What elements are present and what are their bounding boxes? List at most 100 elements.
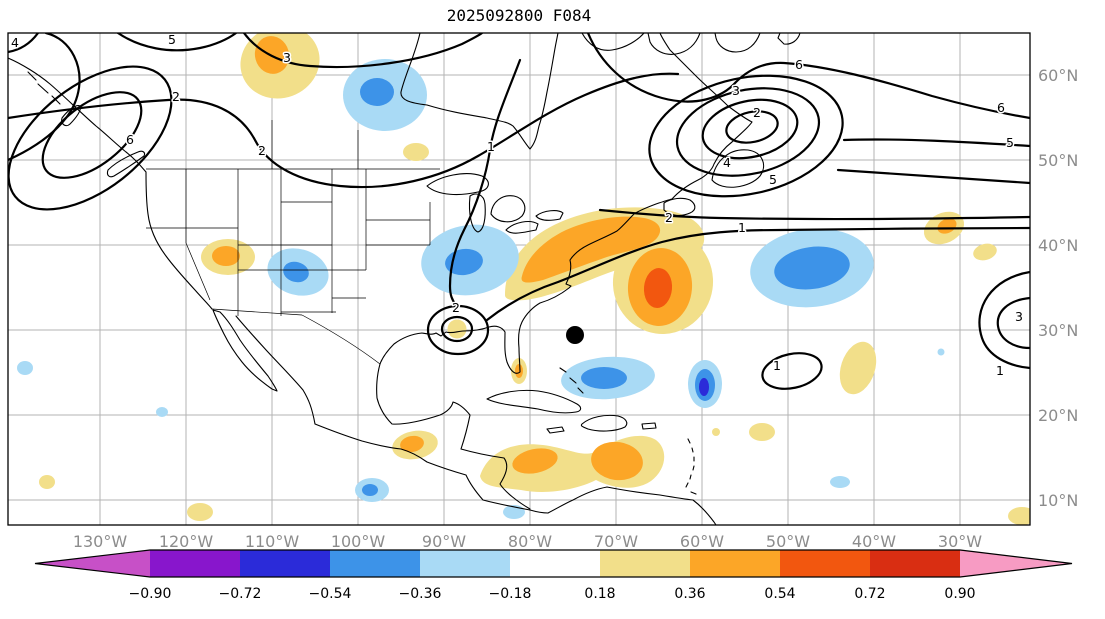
colorbar-tick-label: 0.36 bbox=[674, 586, 705, 602]
colorbar-segment bbox=[240, 550, 330, 577]
colorbar-segment bbox=[600, 550, 690, 577]
lat-tick-label: 10°N bbox=[1038, 491, 1078, 510]
lat-tick-label: 30°N bbox=[1038, 321, 1078, 340]
anomaly-region bbox=[1008, 507, 1030, 525]
anomaly-region bbox=[830, 476, 850, 488]
contour-ring bbox=[675, 87, 821, 177]
anomaly-region bbox=[839, 341, 877, 395]
colorbar-tick-label: 0.18 bbox=[584, 586, 615, 602]
lon-tick-label: 70°W bbox=[594, 532, 638, 551]
island-arctic bbox=[777, 33, 801, 45]
anomaly-region bbox=[937, 218, 957, 234]
anomaly-region bbox=[283, 261, 309, 283]
colorbar-tick-label: −0.72 bbox=[219, 586, 262, 602]
contour-label: 1 bbox=[487, 139, 495, 154]
colorbar-tick-label: −0.54 bbox=[309, 586, 352, 602]
colorbar-tick-label: 0.72 bbox=[854, 586, 885, 602]
contour-label: 6 bbox=[997, 100, 1005, 115]
contour-label: 4 bbox=[11, 35, 19, 50]
anomaly-region bbox=[774, 246, 850, 290]
anomaly-region bbox=[973, 243, 997, 261]
coast-mexico bbox=[235, 315, 549, 514]
anomaly-region bbox=[403, 143, 429, 161]
island-baffin bbox=[647, 33, 701, 55]
colorbar-segment bbox=[780, 550, 870, 577]
lat-tick-label: 50°N bbox=[1038, 151, 1078, 170]
coast-hudson-bay bbox=[400, 33, 559, 150]
contour-label: 2 bbox=[753, 105, 761, 120]
colorbar-segment bbox=[690, 550, 780, 577]
colorbar-segment bbox=[870, 550, 960, 577]
borders-vertical bbox=[185, 169, 431, 316]
lake-erie bbox=[505, 221, 539, 234]
anomaly-region bbox=[749, 423, 775, 441]
contour-ring bbox=[725, 110, 779, 144]
lon-tick-label: 120°W bbox=[159, 532, 214, 551]
lat-tick-label: 40°N bbox=[1038, 236, 1078, 255]
colorbar-tick-label: 0.90 bbox=[944, 586, 975, 602]
colorbar-tick-label: −0.18 bbox=[489, 586, 532, 602]
anomaly-region bbox=[447, 319, 467, 339]
lon-tick-label: 60°W bbox=[680, 532, 724, 551]
contour-label: 3 bbox=[1015, 309, 1023, 324]
coast-gulf-east bbox=[379, 33, 753, 374]
lake-huron bbox=[490, 195, 526, 223]
lon-tick-label: 50°W bbox=[766, 532, 810, 551]
contour-line bbox=[448, 58, 522, 307]
anomaly-region bbox=[362, 484, 378, 496]
contour-label: 3 bbox=[283, 50, 291, 65]
lon-axis-labels: 130°W 120°W 110°W 100°W 90°W 80°W 70°W 60°W 50°W… bbox=[73, 532, 982, 551]
coast-pacific bbox=[8, 57, 213, 310]
lat-tick-label: 60°N bbox=[1038, 66, 1078, 85]
colorbar-segment bbox=[150, 550, 240, 577]
lon-tick-label: 90°W bbox=[422, 532, 466, 551]
lat-axis-labels: 60°N 50°N 40°N 30°N 20°N 10°N bbox=[1038, 66, 1078, 510]
anomaly-region bbox=[360, 78, 394, 106]
contour-line bbox=[996, 296, 1030, 350]
lon-tick-label: 30°W bbox=[938, 532, 982, 551]
colorbar: −0.90 −0.72 −0.54 −0.36 −0.18 0.18 0.36 0.54 0.7… bbox=[34, 549, 1073, 602]
lon-tick-label: 110°W bbox=[245, 532, 300, 551]
anomaly-region bbox=[156, 407, 168, 417]
coast-baja bbox=[212, 309, 278, 392]
colorbar-outline bbox=[34, 549, 1073, 578]
island-puerto-rico bbox=[641, 422, 657, 430]
peninsula-nova-scotia bbox=[663, 197, 696, 216]
island-cuba bbox=[486, 389, 582, 414]
colorbar-over-arrow bbox=[960, 550, 1072, 577]
anomaly-region bbox=[515, 364, 523, 378]
anomaly-region bbox=[187, 503, 213, 521]
borders-horizontal bbox=[146, 201, 430, 313]
contour-line bbox=[8, 33, 81, 162]
contour-label: 4 bbox=[723, 155, 731, 170]
contour-ring bbox=[701, 98, 799, 160]
contour-line bbox=[598, 208, 1030, 221]
contour-label: 1 bbox=[773, 358, 781, 373]
island-jamaica bbox=[546, 426, 565, 434]
contour-line bbox=[116, 33, 238, 52]
contour-ring bbox=[440, 315, 474, 343]
anomaly-region bbox=[212, 246, 240, 266]
contour-label: 5 bbox=[1006, 135, 1014, 150]
contour-ring bbox=[761, 352, 823, 390]
colorbar-segment bbox=[330, 550, 420, 577]
borders-provinces bbox=[271, 120, 359, 169]
state-borders bbox=[146, 120, 440, 365]
colorbar-tick-label: 0.54 bbox=[764, 586, 795, 602]
islands-lesser-antilles bbox=[685, 438, 697, 495]
islands-bahamas bbox=[559, 367, 584, 394]
contour-ring bbox=[648, 74, 844, 198]
contour-ring bbox=[8, 65, 173, 211]
contour-label: 2 bbox=[172, 89, 180, 104]
anomaly-region bbox=[937, 348, 945, 356]
coast-south-america bbox=[547, 486, 717, 525]
contour-label: 2 bbox=[452, 300, 460, 315]
anomaly-region bbox=[699, 378, 709, 396]
lon-tick-label: 80°W bbox=[508, 532, 552, 551]
contour-label: 6 bbox=[126, 132, 134, 147]
contour-label: 3 bbox=[732, 83, 740, 98]
island-hispaniola bbox=[580, 414, 628, 432]
contour-label: 6 bbox=[795, 57, 803, 72]
